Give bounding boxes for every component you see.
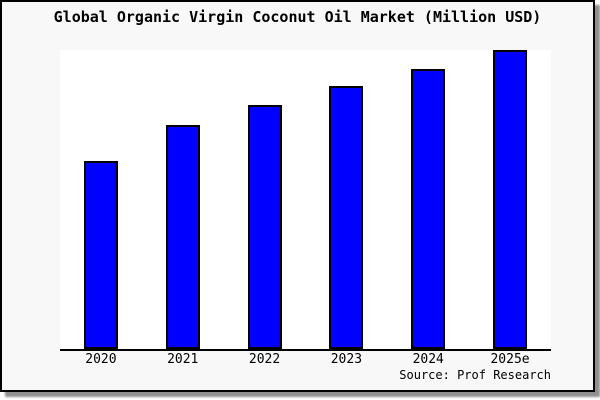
plot-area — [60, 50, 551, 351]
bar-2025e — [493, 50, 528, 349]
bar-2020 — [83, 160, 118, 349]
x-tick-label-2021: 2021 — [167, 352, 199, 367]
bar-2024 — [411, 69, 446, 349]
x-tick-label-2020: 2020 — [85, 352, 117, 367]
source-note: Source: Prof Research — [399, 368, 551, 382]
x-tick-label-2025e: 2025e — [490, 352, 530, 367]
x-axis-labels: 2020 2021 2022 2023 2024 2025e — [60, 353, 551, 367]
bar-2021 — [165, 124, 200, 349]
bar-2022 — [247, 105, 282, 349]
chart-title: Global Organic Virgin Coconut Oil Market… — [53, 8, 542, 26]
chart-panel: Global Organic Virgin Coconut Oil Market… — [0, 0, 595, 392]
x-tick-label-2023: 2023 — [330, 352, 363, 367]
x-tick-label-2024: 2024 — [412, 352, 444, 367]
x-tick-label-2022: 2022 — [248, 352, 281, 367]
bar-2023 — [329, 85, 364, 349]
